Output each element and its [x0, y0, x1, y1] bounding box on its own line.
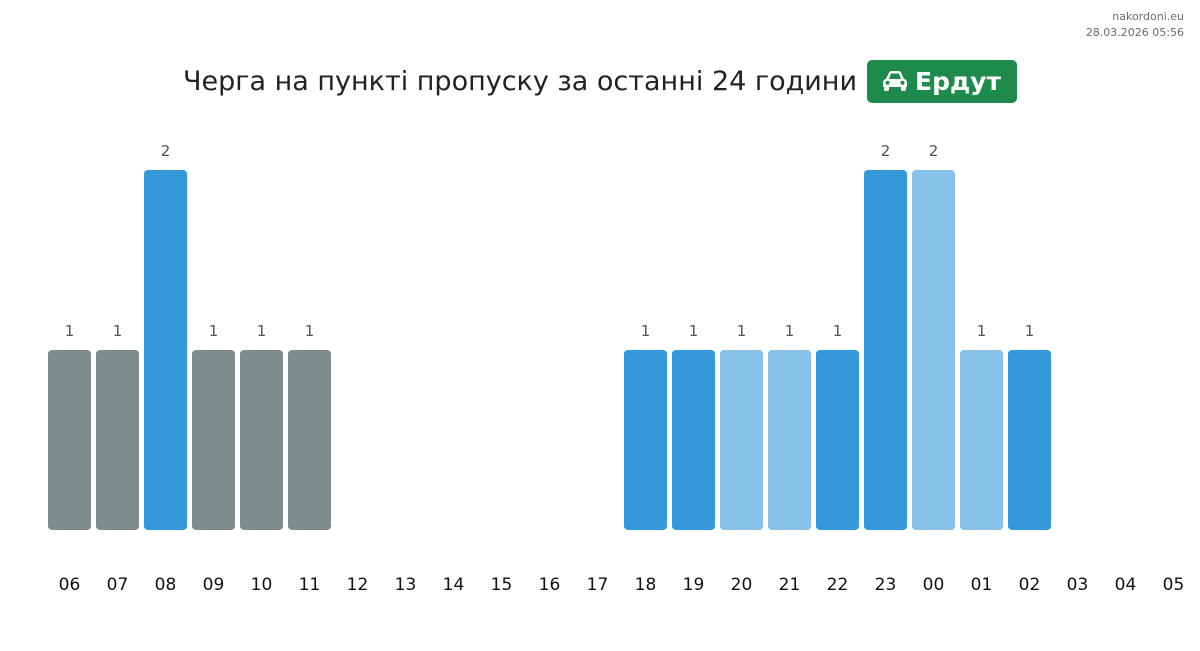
bar-02[interactable] [1008, 350, 1051, 530]
bar-10[interactable] [240, 350, 283, 530]
x-tick-label-18: 18 [635, 575, 657, 595]
bar-19[interactable] [672, 350, 715, 530]
bar-value-label-23: 2 [881, 142, 891, 160]
badge-label: Ердут [915, 66, 1001, 96]
bar-21[interactable] [768, 350, 811, 530]
x-tick-label-08: 08 [155, 575, 177, 595]
x-tick-label-03: 03 [1067, 575, 1089, 595]
x-tick-label-04: 04 [1115, 575, 1137, 595]
x-tick-label-14: 14 [443, 575, 465, 595]
x-tick-label-02: 02 [1019, 575, 1041, 595]
bar-value-label-00: 2 [929, 142, 939, 160]
x-tick-label-13: 13 [395, 575, 417, 595]
bar-00[interactable] [912, 170, 955, 530]
bar-value-label-11: 1 [305, 322, 315, 340]
bar-value-label-07: 1 [113, 322, 123, 340]
site-info: nakordoni.eu 28.03.2026 05:56 [1086, 9, 1184, 41]
car-icon [881, 69, 909, 93]
bar-20[interactable] [720, 350, 763, 530]
x-tick-label-01: 01 [971, 575, 993, 595]
bar-06[interactable] [48, 350, 91, 530]
bar-value-label-18: 1 [641, 322, 651, 340]
bar-value-label-19: 1 [689, 322, 699, 340]
bar-value-label-01: 1 [977, 322, 987, 340]
bar-07[interactable] [96, 350, 139, 530]
bar-01[interactable] [960, 350, 1003, 530]
x-tick-label-06: 06 [59, 575, 81, 595]
bar-22[interactable] [816, 350, 859, 530]
bar-18[interactable] [624, 350, 667, 530]
bar-09[interactable] [192, 350, 235, 530]
x-tick-label-19: 19 [683, 575, 705, 595]
bar-value-label-22: 1 [833, 322, 843, 340]
site-domain[interactable]: nakordoni.eu [1112, 10, 1184, 23]
bar-08[interactable] [144, 170, 187, 530]
x-tick-label-00: 00 [923, 575, 945, 595]
x-tick-label-17: 17 [587, 575, 609, 595]
border-crossing-badge[interactable]: Ердут [867, 59, 1017, 103]
timestamp: 28.03.2026 05:56 [1085, 26, 1184, 39]
x-tick-label-20: 20 [731, 575, 753, 595]
x-tick-label-12: 12 [347, 575, 369, 595]
bar-value-label-09: 1 [209, 322, 219, 340]
x-tick-label-22: 22 [827, 575, 849, 595]
x-tick-label-05: 05 [1163, 575, 1185, 595]
bar-value-label-10: 1 [257, 322, 267, 340]
x-tick-label-09: 09 [203, 575, 225, 595]
bar-value-label-06: 1 [65, 322, 75, 340]
x-tick-label-11: 11 [299, 575, 321, 595]
x-tick-label-23: 23 [875, 575, 897, 595]
x-tick-label-21: 21 [779, 575, 801, 595]
x-tick-label-07: 07 [107, 575, 129, 595]
bar-value-label-08: 2 [161, 142, 171, 160]
bar-11[interactable] [288, 350, 331, 530]
bar-23[interactable] [864, 170, 907, 530]
x-tick-label-16: 16 [539, 575, 561, 595]
x-tick-label-15: 15 [491, 575, 513, 595]
chart-title: Черга на пункті пропуску за останні 24 г… [183, 65, 858, 97]
bar-value-label-20: 1 [737, 322, 747, 340]
x-tick-label-10: 10 [251, 575, 273, 595]
bar-value-label-21: 1 [785, 322, 795, 340]
bar-value-label-02: 1 [1025, 322, 1035, 340]
chart-header: Черга на пункті пропуску за останні 24 г… [0, 58, 1200, 104]
